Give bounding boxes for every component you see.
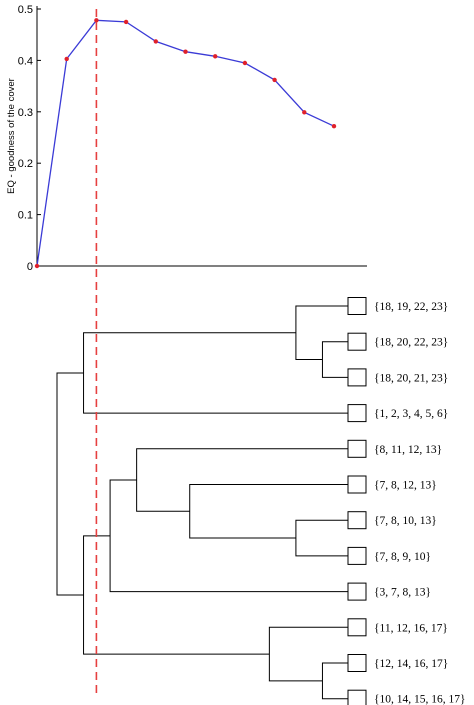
leaf-box (347, 511, 367, 530)
leaf-box (347, 297, 367, 315)
y-tick-label: 0.2 (18, 158, 33, 170)
data-point (183, 49, 188, 54)
data-point (242, 60, 248, 66)
y-tick-label: 0.3 (18, 107, 33, 119)
leaf-label: {11, 12, 16, 17} (374, 622, 448, 634)
leaf-label: {12, 14, 16, 17} (374, 658, 448, 670)
leaf-box (347, 368, 367, 387)
data-point (272, 77, 277, 83)
dendrogram-link (189, 484, 349, 539)
data-point (153, 39, 158, 44)
y-ticks: 0 0.1 0.2 0.3 0.4 0.5 (18, 4, 41, 273)
leaf-label: {7, 8, 12, 13} (374, 480, 437, 492)
series-points (34, 18, 337, 269)
data-point (94, 18, 99, 23)
data-point (123, 19, 129, 25)
dendrogram-link (83, 332, 349, 414)
y-tick-label: 0 (27, 261, 33, 273)
series-line (36, 19, 335, 267)
dendrogram: {18, 19, 22, 23} {18, 20, 22, 23} {18, 20,… (56, 297, 466, 705)
dendrogram-link (268, 626, 349, 682)
leaf-label: {18, 20, 21, 23} (374, 372, 448, 384)
data-point (331, 124, 337, 129)
leaf-label: {1, 2, 3, 4, 5, 6} (374, 408, 448, 420)
y-tick-label: 0.4 (18, 55, 33, 67)
data-point (302, 110, 307, 115)
leaf-box (347, 582, 367, 601)
leaf-label: {18, 19, 22, 23} (374, 301, 448, 313)
dendrogram-link (136, 448, 349, 512)
dendrogram-link (109, 479, 349, 593)
leaf-box (347, 689, 367, 705)
leaf-label: {10, 14, 15, 16, 17} (374, 694, 466, 705)
data-point (213, 54, 218, 59)
leaf-box (347, 439, 367, 458)
dendrogram-link (295, 519, 349, 557)
dendrogram-links (56, 305, 349, 700)
leaf-label: {18, 20, 22, 23} (374, 337, 448, 349)
leaf-box (347, 618, 367, 637)
dendrogram-leaves: {18, 19, 22, 23} {18, 20, 22, 23} {18, 20,… (347, 297, 466, 705)
dendrogram-link (83, 535, 270, 655)
leaf-label: {8, 11, 12, 13} (374, 444, 442, 456)
leaf-box (347, 654, 367, 672)
data-point (34, 263, 40, 269)
data-point (64, 56, 69, 62)
leaf-label: {7, 8, 10, 13} (374, 515, 437, 527)
dendrogram-link (56, 372, 84, 596)
leaf-box (347, 475, 367, 494)
dendrogram-link (321, 662, 349, 700)
y-tick-label: 0.5 (18, 4, 33, 16)
leaf-box (347, 404, 367, 423)
eq-line-chart: 0 0.1 0.2 0.3 0.4 0.5 EQ - goodness of the co… (6, 4, 367, 273)
y-tick-label: 0.1 (18, 210, 33, 222)
leaf-label: {7, 8, 9, 10} (374, 551, 431, 563)
dendrogram-link (321, 341, 349, 378)
leaf-label: {3, 7, 8, 13} (374, 587, 431, 599)
leaf-box (347, 332, 367, 351)
y-axis-label: EQ - goodness of the cover (6, 78, 17, 194)
leaf-box (347, 546, 367, 565)
